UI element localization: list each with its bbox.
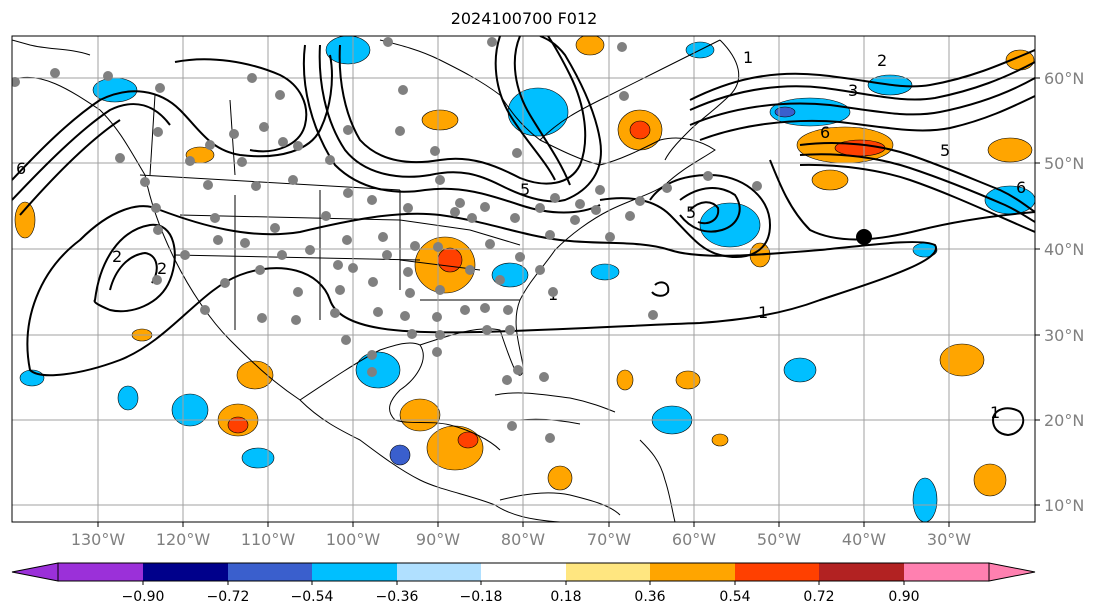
- contour-label: 6: [1016, 178, 1026, 197]
- colorbar-tick-label: 0.72: [803, 589, 834, 605]
- lat-label: 10°N: [1044, 496, 1084, 515]
- contour-label: 2: [112, 247, 122, 266]
- colorbar-extend-low: [11, 562, 59, 582]
- colorbar-bin: [481, 563, 566, 581]
- lon-label: 80°W: [501, 530, 545, 549]
- colorbar-tick-label: −0.54: [291, 589, 334, 605]
- colorbar-bin: [397, 563, 481, 581]
- colorbar-tick-label: 0.54: [719, 589, 750, 605]
- lon-label: 90°W: [416, 530, 460, 549]
- storm-center-marker: [856, 229, 872, 245]
- lon-label: 70°W: [587, 530, 631, 549]
- lat-label: 50°N: [1044, 154, 1084, 173]
- colorbar-tick-label: −0.36: [376, 589, 419, 605]
- lat-label: 30°N: [1044, 326, 1084, 345]
- colorbar-tick-label: −0.90: [122, 589, 165, 605]
- contour-labels: 2 2 1 1 2 3 5 5 6 6 6 5 1 1: [16, 48, 1026, 422]
- lat-label: 40°N: [1044, 240, 1084, 259]
- contour-label: 3: [848, 81, 858, 100]
- colorbar-bin: [904, 563, 989, 581]
- colorbar-tick-label: 0.18: [550, 589, 581, 605]
- colorbar-tick-label: −0.18: [460, 589, 503, 605]
- colorbar-bin: [228, 563, 312, 581]
- lon-label: 120°W: [156, 530, 211, 549]
- lat-label: 60°N: [1044, 69, 1084, 88]
- contour-label: 6: [820, 123, 830, 142]
- colorbar: −0.90 −0.72 −0.54 −0.36 −0.18 0.18 0.36 …: [11, 562, 1036, 605]
- axis-ticks: [97, 77, 1040, 527]
- station-markers: [12, 37, 762, 443]
- longitude-labels: 130°W 120°W 110°W 100°W 90°W 80°W 70°W 6…: [71, 530, 971, 549]
- contour-label: 6: [16, 159, 26, 178]
- colorbar-tick-label: −0.72: [207, 589, 250, 605]
- colorbar-extend-high: [988, 562, 1036, 582]
- contour-label: 1: [990, 403, 1000, 422]
- lon-label: 100°W: [326, 530, 381, 549]
- colorbar-bin: [143, 563, 228, 581]
- anomaly-shading: [14, 36, 1035, 522]
- contour-label: 1: [743, 48, 753, 67]
- colorbar-bin: [819, 563, 904, 581]
- contour-label: 5: [940, 141, 950, 160]
- contour-label: 5: [520, 180, 530, 199]
- graticule: [12, 36, 1035, 522]
- colorbar-tick-label: 0.90: [888, 589, 919, 605]
- contour-label: 2: [877, 51, 887, 70]
- lat-label: 20°N: [1044, 411, 1084, 430]
- colorbar-bin: [566, 563, 650, 581]
- colorbar-bin: [735, 563, 819, 581]
- colorbar-bin: [312, 563, 397, 581]
- latitude-labels: 60°N 50°N 40°N 30°N 20°N 10°N: [1044, 69, 1084, 515]
- contour-label: 1: [758, 303, 768, 322]
- lon-label: 30°W: [927, 530, 971, 549]
- contour-label: 5: [686, 203, 696, 222]
- lon-label: 60°W: [672, 530, 716, 549]
- lon-label: 50°W: [757, 530, 801, 549]
- contour-label: 2: [157, 259, 167, 278]
- lon-label: 40°W: [842, 530, 886, 549]
- lon-label: 130°W: [71, 530, 126, 549]
- colorbar-bin: [650, 563, 735, 581]
- map-title: 2024100700 F012: [450, 9, 598, 28]
- colorbar-bin: [58, 563, 143, 581]
- colorbar-tick-label: 0.36: [634, 589, 665, 605]
- lon-label: 110°W: [241, 530, 296, 549]
